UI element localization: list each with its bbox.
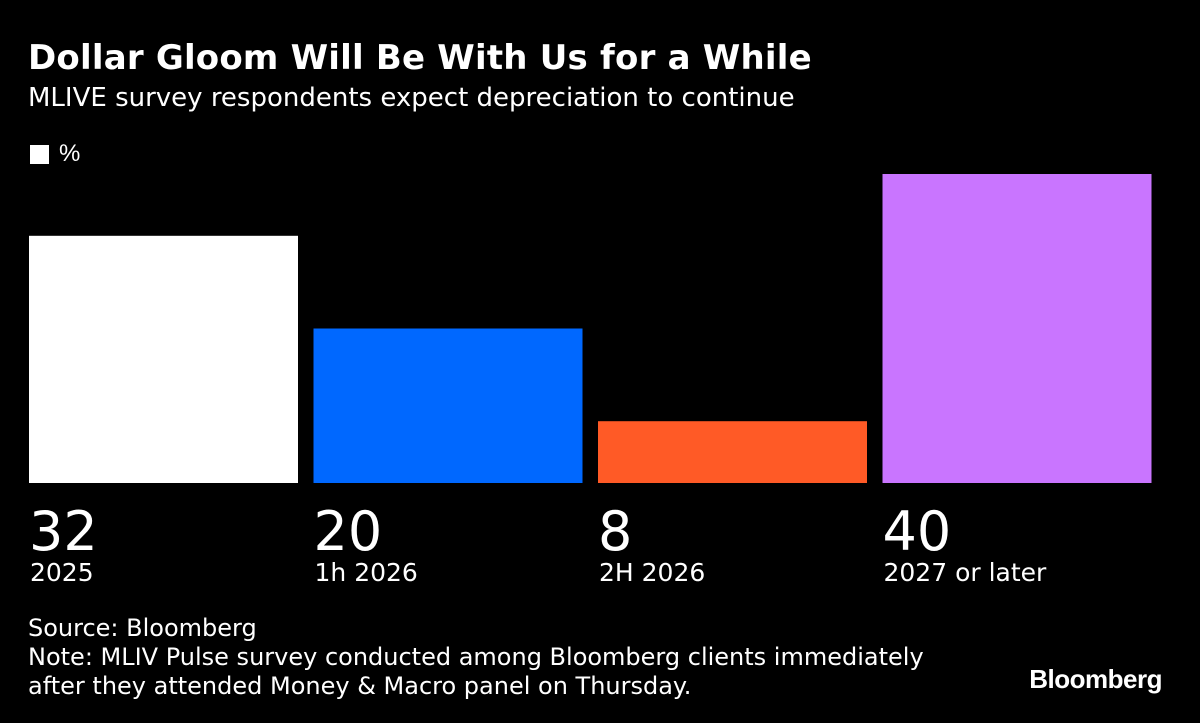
category-label: 1h 2026 (315, 558, 418, 587)
bar-1 (313, 328, 583, 483)
category-label: 2025 (30, 558, 94, 587)
bar-value-label: 8 (598, 500, 632, 563)
footnote: Note: MLIV Pulse survey conducted among … (28, 643, 924, 700)
legend: % (30, 140, 80, 168)
bloomberg-logo: Bloomberg (1029, 664, 1162, 694)
category-label: 2H 2026 (599, 558, 705, 587)
bar-2 (598, 421, 867, 483)
bar-value-label: 20 (314, 500, 383, 563)
bar-value-label: 40 (883, 500, 952, 563)
chart-subtitle: MLIVE survey respondents expect deprecia… (28, 83, 795, 113)
source-note: Source: Bloomberg (28, 614, 257, 642)
chart-title: Dollar Gloom Will Be With Us for a While (28, 38, 812, 78)
category-label: 2027 or later (884, 558, 1048, 587)
bar-0 (29, 235, 298, 483)
legend-label: % (59, 140, 81, 167)
bar-3 (882, 174, 1152, 483)
bar-value-label: 32 (29, 500, 98, 563)
legend-swatch (30, 144, 49, 164)
